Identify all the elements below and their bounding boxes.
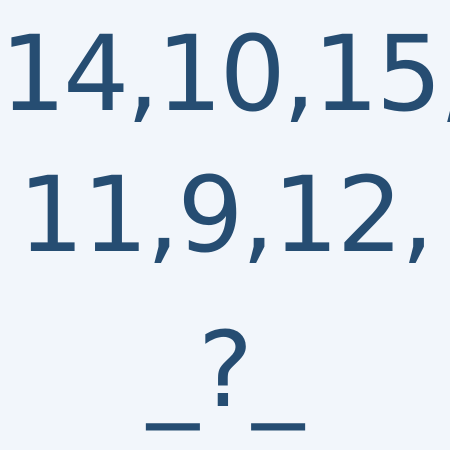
missing-answer-placeholder: _?_	[146, 309, 304, 431]
sequence-line-1: 14,10,15,	[0, 13, 450, 135]
sequence-line-2: 11,9,12,	[17, 154, 434, 276]
